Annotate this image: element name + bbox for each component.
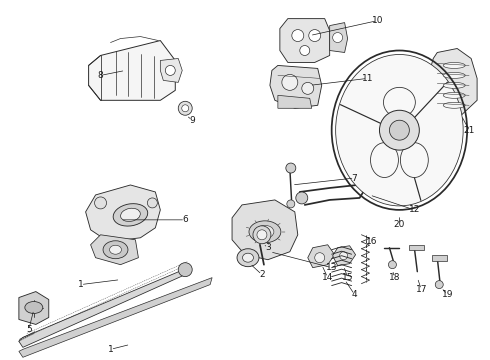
Ellipse shape bbox=[384, 87, 416, 117]
Circle shape bbox=[253, 226, 271, 244]
Ellipse shape bbox=[370, 143, 398, 177]
Text: 21: 21 bbox=[464, 126, 475, 135]
Ellipse shape bbox=[113, 204, 147, 226]
Circle shape bbox=[435, 280, 443, 289]
Text: 13: 13 bbox=[326, 263, 338, 272]
Ellipse shape bbox=[379, 110, 419, 150]
Text: 16: 16 bbox=[366, 237, 377, 246]
Polygon shape bbox=[160, 58, 182, 82]
Polygon shape bbox=[432, 255, 447, 261]
Text: 2: 2 bbox=[259, 270, 265, 279]
Text: 18: 18 bbox=[389, 273, 400, 282]
Polygon shape bbox=[409, 245, 424, 250]
Text: 6: 6 bbox=[182, 215, 188, 224]
Ellipse shape bbox=[443, 102, 465, 108]
Circle shape bbox=[389, 261, 396, 269]
Ellipse shape bbox=[443, 82, 465, 88]
Circle shape bbox=[282, 75, 298, 90]
Ellipse shape bbox=[443, 92, 465, 98]
Polygon shape bbox=[19, 268, 188, 347]
Text: 20: 20 bbox=[393, 220, 405, 229]
Polygon shape bbox=[19, 292, 49, 324]
Text: 1: 1 bbox=[108, 345, 113, 354]
Text: 1: 1 bbox=[78, 280, 83, 289]
Polygon shape bbox=[330, 23, 347, 53]
Polygon shape bbox=[280, 19, 330, 62]
Circle shape bbox=[287, 200, 295, 208]
Circle shape bbox=[296, 192, 308, 204]
Ellipse shape bbox=[336, 54, 463, 206]
Circle shape bbox=[292, 30, 304, 41]
Ellipse shape bbox=[249, 221, 281, 243]
Ellipse shape bbox=[25, 302, 43, 314]
Circle shape bbox=[95, 197, 106, 209]
Text: 11: 11 bbox=[362, 74, 373, 83]
Circle shape bbox=[147, 198, 157, 208]
Circle shape bbox=[340, 252, 347, 260]
Ellipse shape bbox=[243, 253, 253, 262]
Text: 10: 10 bbox=[372, 16, 383, 25]
Polygon shape bbox=[91, 235, 138, 265]
Text: 12: 12 bbox=[409, 206, 420, 215]
Polygon shape bbox=[270, 66, 322, 108]
Ellipse shape bbox=[103, 241, 128, 259]
Polygon shape bbox=[89, 41, 175, 100]
Ellipse shape bbox=[110, 245, 122, 254]
Text: 19: 19 bbox=[441, 290, 453, 299]
Ellipse shape bbox=[400, 143, 428, 177]
Ellipse shape bbox=[443, 62, 465, 68]
Text: 3: 3 bbox=[265, 243, 271, 252]
Text: 15: 15 bbox=[342, 273, 353, 282]
Ellipse shape bbox=[237, 249, 259, 267]
Text: 7: 7 bbox=[352, 174, 357, 183]
Circle shape bbox=[178, 263, 192, 276]
Circle shape bbox=[309, 30, 321, 41]
Polygon shape bbox=[232, 200, 298, 260]
Circle shape bbox=[315, 253, 325, 263]
Circle shape bbox=[300, 45, 310, 55]
Text: 17: 17 bbox=[416, 285, 427, 294]
Ellipse shape bbox=[182, 105, 189, 112]
Polygon shape bbox=[333, 246, 356, 266]
Circle shape bbox=[302, 82, 314, 94]
Ellipse shape bbox=[443, 72, 465, 78]
Polygon shape bbox=[429, 49, 477, 115]
Circle shape bbox=[165, 66, 175, 75]
Circle shape bbox=[286, 163, 296, 173]
Polygon shape bbox=[19, 278, 212, 357]
Polygon shape bbox=[278, 95, 312, 108]
Ellipse shape bbox=[178, 101, 192, 115]
Ellipse shape bbox=[390, 120, 409, 140]
Text: 4: 4 bbox=[352, 290, 357, 299]
Text: 5: 5 bbox=[26, 325, 32, 334]
Polygon shape bbox=[86, 185, 160, 242]
Ellipse shape bbox=[256, 225, 274, 238]
Circle shape bbox=[333, 32, 343, 42]
Text: 8: 8 bbox=[98, 71, 103, 80]
Text: 14: 14 bbox=[322, 273, 333, 282]
Text: 9: 9 bbox=[189, 116, 195, 125]
Ellipse shape bbox=[121, 208, 140, 221]
Polygon shape bbox=[308, 245, 335, 268]
Circle shape bbox=[257, 230, 267, 240]
